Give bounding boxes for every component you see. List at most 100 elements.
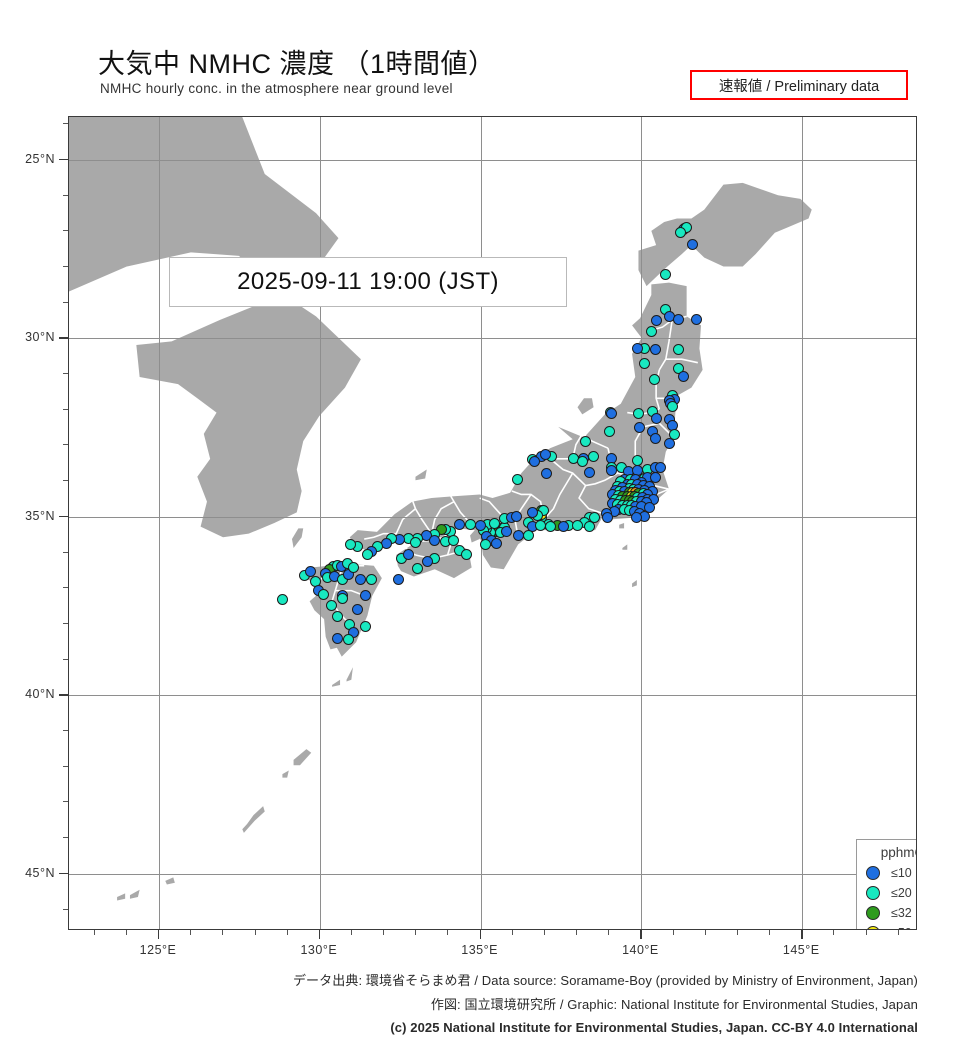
station-point [318, 589, 330, 601]
station-point [361, 548, 373, 560]
axis-tick-minor [865, 930, 867, 935]
axis-tick-minor [833, 930, 835, 935]
axis-tick-minor [415, 930, 417, 935]
axis-tick-minor [190, 930, 192, 935]
station-point [464, 519, 476, 531]
axis-tick-major [59, 337, 68, 339]
axis-tick-minor [608, 930, 610, 935]
legend-row: ≤10 [857, 863, 916, 883]
landmass-polygon [165, 877, 175, 885]
map-plot-area[interactable]: 2025-09-11 19:00 (JST) pphmC ≤10 ≤20 ≤32 ≤5… [68, 116, 917, 930]
station-point [344, 539, 356, 551]
axis-tick-minor [63, 408, 68, 410]
axis-tick-minor [63, 587, 68, 589]
footer-copyright: (c) 2025 National Institute for Environm… [390, 1020, 918, 1035]
axis-tick-major [59, 515, 68, 518]
legend-row: ≤32 [857, 903, 916, 923]
station-point [667, 400, 679, 412]
landmass-polygon [619, 523, 625, 529]
station-point [460, 548, 472, 560]
prefecture-border [665, 358, 698, 364]
station-point [488, 517, 500, 529]
prefecture-border [658, 319, 673, 371]
axis-tick-minor [769, 930, 771, 935]
station-point [348, 627, 360, 639]
legend-color-swatch [866, 926, 880, 929]
station-point [651, 315, 662, 326]
gridline-parallel [69, 338, 916, 340]
station-point [512, 473, 524, 485]
legend-color-swatch [866, 866, 880, 880]
legend-rows: ≤10≤20≤32≤50≤100≤3000 [857, 863, 916, 929]
landmass-polygon [293, 749, 312, 766]
prefecture-border [543, 472, 574, 520]
landmass-polygon [117, 893, 126, 901]
station-point [527, 507, 539, 519]
page-subtitle: NMHC hourly conc. in the atmosphere near… [100, 81, 453, 96]
axis-tick-major [479, 930, 482, 939]
axis-label-latitude: 35°N [25, 508, 55, 523]
station-point [650, 432, 662, 444]
axis-label-longitude: 140°E [622, 943, 659, 957]
station-point [393, 573, 405, 585]
axis-tick-minor [63, 730, 68, 732]
gridline-meridian [159, 117, 160, 929]
legend-label: ≤32 [891, 906, 912, 920]
landmass-polygon [332, 679, 341, 687]
timestamp-label: 2025-09-11 19:00 (JST) [169, 257, 567, 307]
preliminary-data-badge: 速報値 / Preliminary data [690, 70, 908, 100]
axis-tick-major [801, 930, 803, 939]
gridline-parallel [69, 516, 916, 518]
axis-tick-minor [63, 444, 68, 446]
gridline-parallel [69, 159, 916, 161]
landmass-polygon [282, 770, 289, 778]
axis-tick-minor [63, 265, 68, 267]
legend-row: ≤20 [857, 883, 916, 903]
station-point [332, 632, 343, 644]
axis-tick-minor [63, 301, 68, 303]
axis-tick-minor [383, 930, 385, 935]
axis-tick-minor [286, 930, 288, 935]
station-point [277, 593, 289, 605]
station-point [447, 534, 459, 546]
station-point [354, 573, 366, 585]
axis-tick-minor [576, 930, 578, 935]
axis-tick-minor [351, 930, 352, 935]
landmass-polygon [577, 398, 594, 415]
station-point [528, 456, 540, 467]
gridline-parallel [69, 695, 916, 697]
landmass-polygon [638, 182, 812, 287]
station-point [412, 563, 424, 575]
gridline-parallel [69, 873, 916, 875]
axis-tick-major [640, 930, 642, 939]
station-point [579, 436, 591, 448]
axis-label-longitude: 125°E [139, 943, 177, 957]
station-point [534, 520, 546, 532]
station-point [605, 407, 617, 419]
legend-color-swatch [866, 906, 880, 920]
axis-tick-minor [63, 480, 68, 482]
prefecture-border [411, 499, 433, 535]
axis-tick-minor [63, 658, 68, 660]
station-point [583, 521, 595, 533]
legend-row: ≤50 [857, 923, 916, 929]
station-point [675, 226, 687, 238]
station-point [660, 269, 672, 281]
axis-label-latitude: 40°N [25, 687, 55, 702]
landmass-polygon [415, 469, 427, 481]
station-point [539, 448, 551, 460]
axis-tick-minor [897, 930, 899, 935]
axis-tick-minor [63, 765, 68, 767]
station-point [672, 314, 684, 326]
axis-tick-major [59, 872, 68, 875]
station-point [604, 425, 616, 437]
station-point [474, 520, 486, 532]
station-point [687, 239, 699, 251]
axis-tick-minor [63, 801, 68, 803]
station-point [571, 519, 583, 531]
station-point [589, 512, 601, 524]
legend-color-swatch [866, 886, 880, 900]
landmass-polygon [69, 117, 361, 538]
page-title: 大気中 NMHC 濃度 （1時間値） [98, 49, 496, 79]
landmass-polygon [632, 579, 637, 588]
